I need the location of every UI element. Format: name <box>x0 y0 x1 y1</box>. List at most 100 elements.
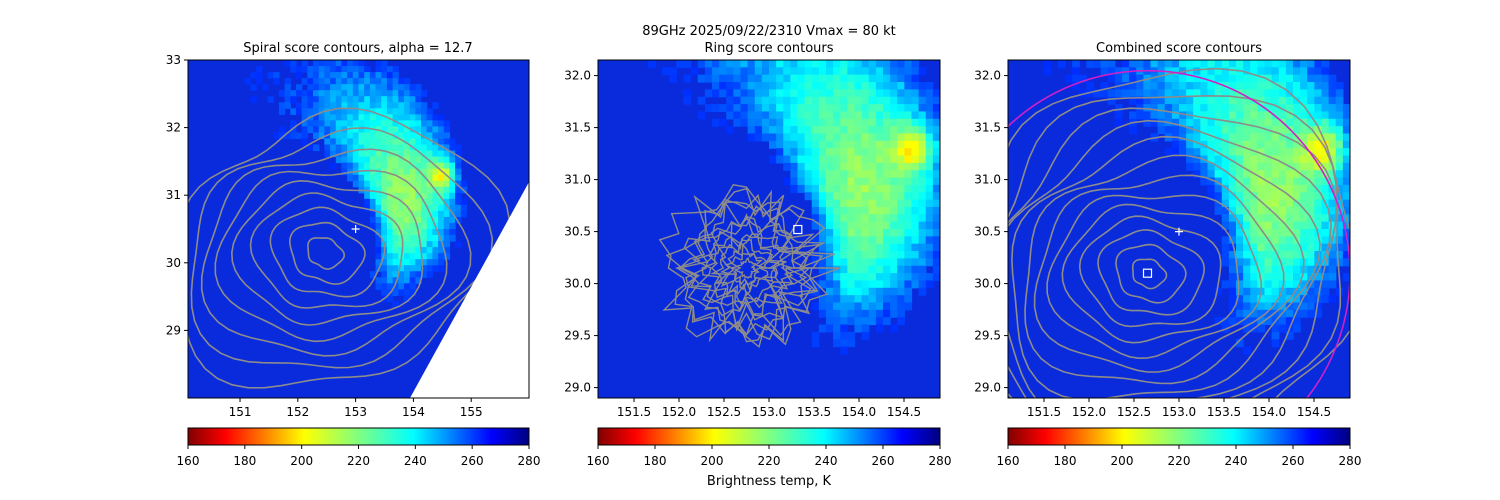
heatmap-cell <box>818 302 827 311</box>
heatmap-cell <box>911 258 920 267</box>
heatmap-cell <box>897 302 905 311</box>
heatmap-cell <box>421 162 428 170</box>
heatmap-cell <box>375 72 382 79</box>
heatmap-cell <box>409 247 416 254</box>
heatmap-cell <box>854 155 863 164</box>
heatmap-cell <box>409 271 416 278</box>
heatmap-cell <box>358 72 365 79</box>
heatmap-cell <box>868 133 877 142</box>
heatmap-cell <box>847 177 856 186</box>
heatmap-cell <box>386 192 394 200</box>
heatmap-cell <box>868 155 877 164</box>
heatmap-cell <box>415 138 422 146</box>
heatmap-cell <box>1221 155 1230 164</box>
heatmap-cell <box>1207 111 1216 120</box>
heatmap-cell <box>1107 60 1116 68</box>
heatmap-cell <box>1243 273 1251 282</box>
heatmap-cell <box>398 162 405 170</box>
heatmap-cell <box>911 251 920 259</box>
heatmap-cell <box>1236 140 1244 149</box>
heatmap-cell <box>861 148 870 157</box>
heatmap-cell <box>783 104 791 113</box>
heatmap-cell <box>1293 251 1301 259</box>
heatmap-cell <box>432 265 439 272</box>
heatmap-cell <box>826 60 834 68</box>
heatmap-cell <box>1285 74 1294 83</box>
heatmap-cell <box>897 273 905 282</box>
heatmap-cell <box>1228 155 1237 164</box>
heatmap-cell <box>1278 206 1287 215</box>
heatmap-cell <box>403 168 411 176</box>
heatmap-cell <box>918 251 927 259</box>
heatmap-cell <box>301 126 308 134</box>
heatmap-cell <box>847 243 856 252</box>
heatmap-cell <box>421 241 428 248</box>
heatmap-cell <box>1221 192 1230 201</box>
heatmap-cell <box>1271 236 1280 245</box>
heatmap-cell <box>783 67 791 76</box>
heatmap-cell <box>1236 126 1244 135</box>
heatmap-cell <box>1243 192 1251 201</box>
heatmap-cell <box>318 78 325 85</box>
heatmap-cell <box>854 206 863 215</box>
heatmap-cell <box>1250 184 1258 193</box>
heatmap-cell <box>1264 214 1273 223</box>
panel-title-combined: Combined score contours <box>1096 41 1262 56</box>
heatmap-cell <box>1214 60 1223 68</box>
heatmap-cell <box>1314 74 1323 83</box>
heatmap-cell <box>1179 118 1187 127</box>
heatmap-cell <box>875 199 884 208</box>
heatmap-cell <box>455 204 462 212</box>
heatmap-cell <box>833 96 841 105</box>
heatmap-cell <box>925 229 934 237</box>
heatmap-cell <box>415 247 422 254</box>
heatmap-cell <box>358 114 365 121</box>
heatmap-cell <box>1236 177 1244 186</box>
heatmap-cell <box>925 221 934 230</box>
heatmap-cell <box>364 144 371 152</box>
heatmap-cell <box>284 132 291 140</box>
heatmap-cell <box>295 90 303 97</box>
heatmap-cell <box>1300 148 1308 157</box>
heatmap-cell <box>1264 148 1273 157</box>
heatmap-cell <box>1335 140 1344 149</box>
heatmap-cell <box>1328 155 1337 164</box>
heatmap-cell <box>1257 148 1266 157</box>
heatmap-cell <box>386 102 394 109</box>
heatmap-cell <box>697 60 706 68</box>
heatmap-cell <box>854 184 863 193</box>
heatmap-cell <box>875 324 884 333</box>
panel-title-spiral: Spiral score contours, alpha = 12.7 <box>243 41 472 56</box>
heatmap-cell <box>840 265 848 274</box>
heatmap-cell <box>847 155 856 164</box>
heatmap-cell <box>1293 89 1301 98</box>
heatmap-cell <box>904 118 913 127</box>
heatmap-cell <box>421 174 428 182</box>
heatmap-cell <box>1250 302 1258 311</box>
heatmap-cell <box>1236 192 1244 201</box>
heatmap-cell <box>875 74 884 83</box>
heatmap-cell <box>811 206 820 215</box>
heatmap-cell <box>1307 265 1315 274</box>
heatmap-cell <box>381 72 388 79</box>
heatmap-cell <box>776 67 784 76</box>
heatmap-cell <box>847 302 856 311</box>
heatmap-cell <box>415 114 422 121</box>
heatmap-cell <box>911 221 920 230</box>
heatmap-cell <box>318 102 325 109</box>
heatmap-cell <box>1236 317 1244 326</box>
heatmap-cell <box>890 243 898 252</box>
contour-line <box>1011 135 1321 398</box>
contour-line <box>230 179 424 326</box>
heatmap-cell <box>883 302 891 311</box>
heatmap-cell <box>364 90 371 97</box>
heatmap-cell <box>897 229 905 237</box>
heatmap-cell <box>883 258 891 267</box>
heatmap-cell <box>761 60 770 68</box>
heatmap-cell <box>307 102 314 109</box>
heatmap-cell <box>1150 82 1159 90</box>
heatmap-cell <box>250 84 257 91</box>
heatmap-cell <box>854 199 863 208</box>
heatmap-cell <box>409 192 416 200</box>
heatmap-cell <box>364 108 371 115</box>
